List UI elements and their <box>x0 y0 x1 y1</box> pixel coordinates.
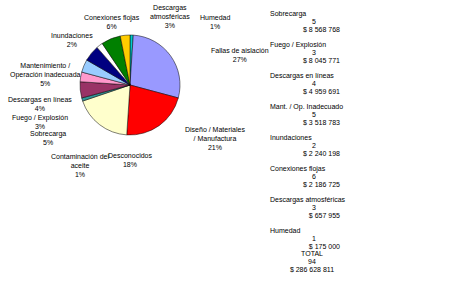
html-text:3: 3 <box>312 49 316 56</box>
html-text:$ 286 628 811: $ 286 628 811 <box>289 266 335 273</box>
html-text:$ 2 186 725: $ 2 186 725 <box>303 181 340 188</box>
html-text:Descargas atmosféricas: Descargas atmosféricas <box>270 196 346 203</box>
svg-text:Diseño / Materiales/ Manufactu: Diseño / Materiales/ Manufactura21% <box>185 126 245 151</box>
html-text:$ 8 568 768: $ 8 568 768 <box>303 26 340 33</box>
html-text:Conexiones flojas: Conexiones flojas <box>270 165 326 172</box>
svg-text:Sobrecarga5%: Sobrecarga5% <box>30 130 66 146</box>
svg-text:Descargasatmosféricas3%: Descargasatmosféricas3% <box>150 4 190 29</box>
svg-text:Desconocidos18%: Desconocidos18% <box>108 152 152 168</box>
html-text:Sobrecarga: Sobrecarga <box>270 10 307 17</box>
html-text:Fuego / Explosión: Fuego / Explosión <box>270 41 326 48</box>
html-text:5: 5 <box>312 111 316 118</box>
svg-text:Fallas de aislación27%: Fallas de aislación27% <box>211 47 269 63</box>
html-text:TOTAL: TOTAL <box>301 250 323 257</box>
html-text:Inundaciones: Inundaciones <box>270 134 312 141</box>
svg-text:Contaminación delaceite1%: Contaminación delaceite1% <box>51 153 109 178</box>
html-text:$ 175 000: $ 175 000 <box>308 243 340 250</box>
html-text:1: 1 <box>312 235 316 242</box>
svg-text:Descargas en líneas4%: Descargas en líneas4% <box>8 96 72 112</box>
html-text:$ 2 240 198: $ 2 240 198 <box>303 150 340 157</box>
html-text:$ 8 045 771: $ 8 045 771 <box>303 57 340 64</box>
html-text:$ 3 518 783: $ 3 518 783 <box>303 119 340 126</box>
html-text:$ 4 959 691: $ 4 959 691 <box>303 88 340 95</box>
html-text:4: 4 <box>312 80 316 87</box>
html-text:3: 3 <box>312 204 316 211</box>
html-text:$ 657 955: $ 657 955 <box>308 212 340 219</box>
html-text:2: 2 <box>312 142 316 149</box>
svg-text:Mantenimiento /Operación inade: Mantenimiento /Operación inadecuada5% <box>10 62 81 87</box>
html-text:Descargas en líneas: Descargas en líneas <box>270 72 334 79</box>
svg-text:Conexiones flojas6%: Conexiones flojas6% <box>84 14 140 30</box>
svg-text:Humedad1%: Humedad1% <box>200 14 230 30</box>
html-text:Mant. / Op. Inadecuado: Mant. / Op. Inadecuado <box>270 103 344 110</box>
html-text:94: 94 <box>308 258 316 265</box>
svg-text:Fuego / Explosión3%: Fuego / Explosión3% <box>12 114 68 130</box>
html-text:Humedad: Humedad <box>270 227 301 234</box>
svg-text:Inundaciones2%: Inundaciones2% <box>51 32 93 48</box>
html-text:5: 5 <box>312 18 316 25</box>
html-text:6: 6 <box>312 173 316 180</box>
